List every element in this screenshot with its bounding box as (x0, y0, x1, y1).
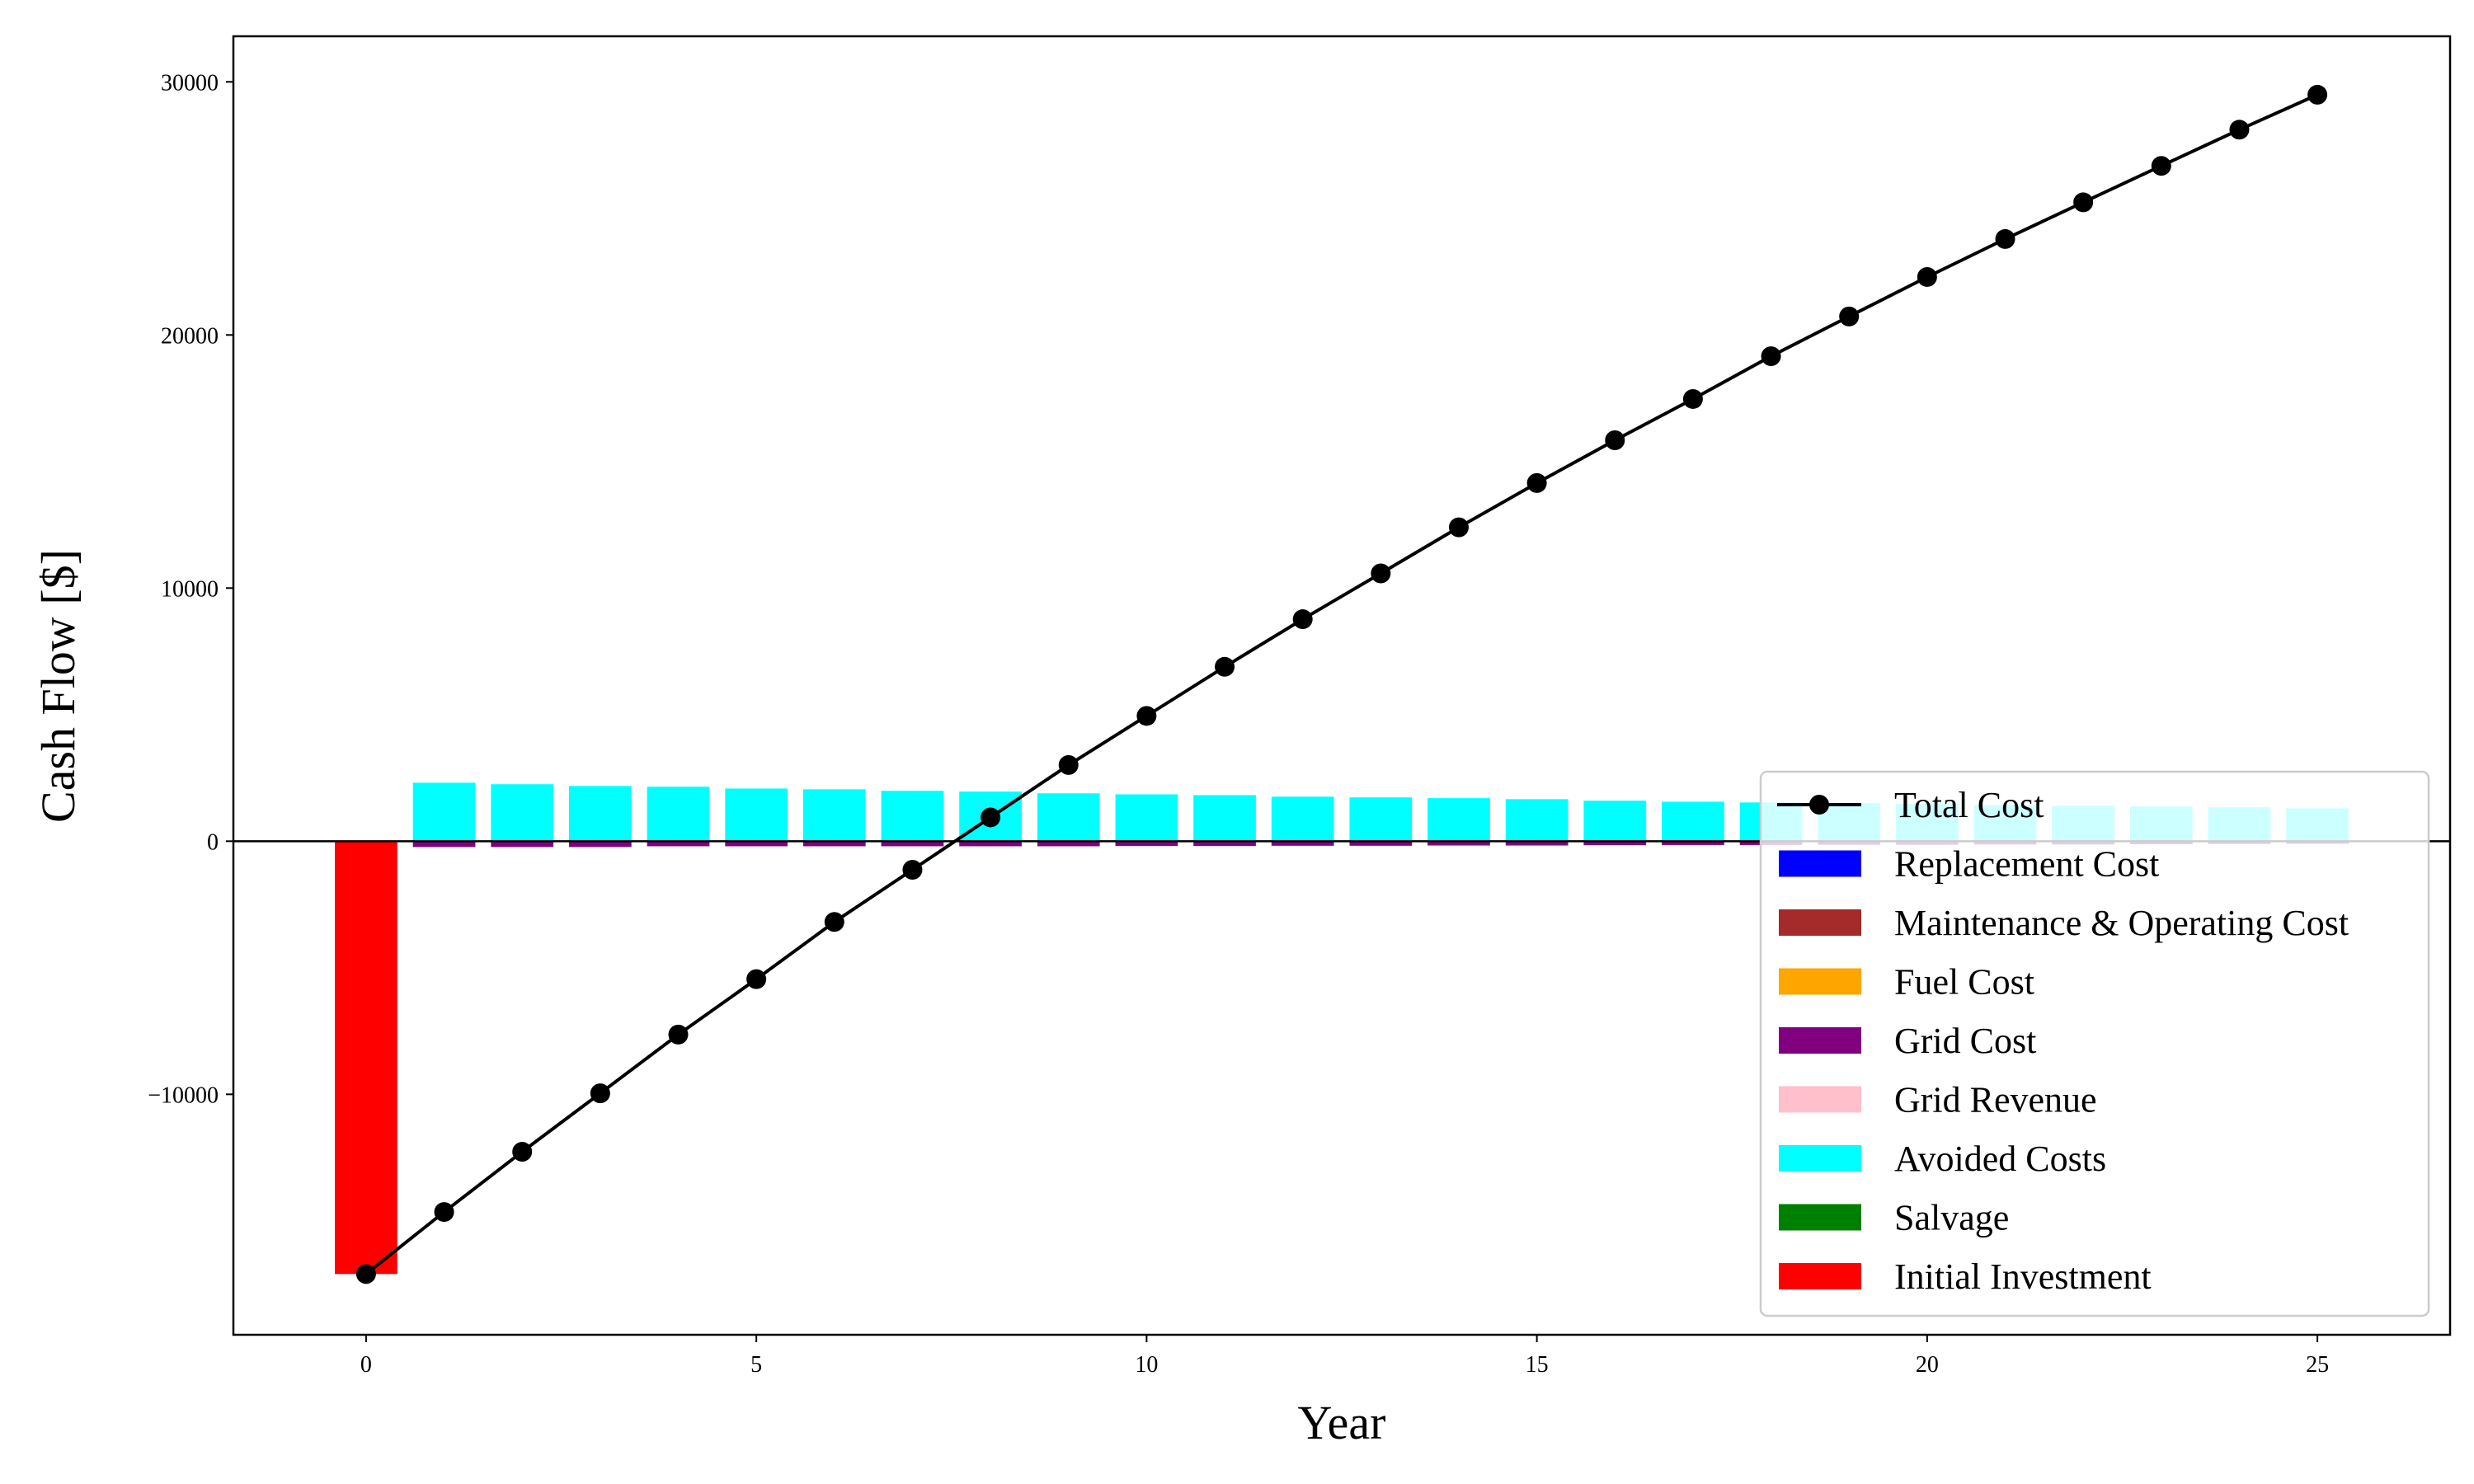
total-cost-point-year-20 (1917, 266, 1937, 287)
x-axis-label: Year (1298, 1396, 1386, 1449)
bar-avoided-costs-year-2 (491, 784, 554, 842)
x-tick-label: 20 (1916, 1352, 1939, 1378)
bar-avoided-costs-year-6 (802, 789, 866, 842)
bar-avoided-costs-year-12 (1271, 796, 1334, 842)
bar-grid-cost-year-9 (1037, 841, 1100, 847)
legend-label: Grid Cost (1894, 1021, 2036, 1061)
legend-swatch (1779, 1263, 1861, 1289)
y-axis-label: Cash Flow [$] (31, 549, 85, 823)
total-cost-point-year-21 (1995, 228, 2015, 249)
bar-avoided-costs-year-3 (568, 786, 632, 842)
total-cost-point-year-23 (2151, 156, 2171, 176)
bar-grid-cost-year-3 (568, 841, 632, 848)
legend: Total Cost Replacement Cost Maintenance & … (1759, 770, 2430, 1317)
legend-swatch (1779, 1204, 1861, 1231)
bar-grid-cost-year-10 (1115, 841, 1178, 847)
bar-avoided-costs-year-4 (647, 787, 710, 842)
bar-grid-cost-year-2 (491, 841, 554, 848)
total-cost-line (365, 93, 2318, 1275)
total-cost-point-year-3 (590, 1083, 610, 1104)
bar-grid-cost-year-16 (1583, 841, 1647, 846)
bar-grid-cost-year-8 (959, 841, 1022, 847)
bar-avoided-costs-year-14 (1427, 798, 1490, 842)
total-cost-line-layer (233, 84, 2450, 1284)
x-tick-label: 5 (750, 1352, 762, 1378)
total-cost-point-year-18 (1761, 346, 1781, 367)
bar-grid-cost-year-1 (412, 841, 476, 848)
total-cost-point-year-14 (1448, 517, 1469, 538)
bar-grid-cost-year-15 (1505, 841, 1569, 846)
bar-avoided-costs-year-13 (1349, 797, 1413, 842)
total-cost-point-year-25 (2307, 84, 2328, 105)
total-cost-point-year-12 (1292, 609, 1313, 630)
legend-swatch (1779, 850, 1861, 877)
bar-grid-cost-year-14 (1427, 841, 1490, 846)
y-tick-label: 10000 (161, 576, 219, 602)
x-tick-label: 10 (1135, 1352, 1158, 1378)
bar-grid-cost-year-6 (802, 841, 866, 847)
total-cost-point-year-2 (512, 1142, 533, 1162)
x-tick-label: 15 (1526, 1352, 1549, 1378)
legend-marker (1809, 795, 1829, 815)
bar-grid-cost-year-12 (1271, 841, 1334, 846)
bar-avoided-costs-year-16 (1583, 801, 1647, 842)
total-cost-point-year-13 (1371, 563, 1391, 584)
legend-swatch (1779, 909, 1861, 936)
total-cost-point-year-10 (1136, 706, 1157, 726)
y-tick-label: 20000 (161, 323, 219, 349)
total-cost-point-year-7 (902, 860, 923, 881)
bar-avoided-costs-year-7 (881, 791, 944, 842)
bar-avoided-costs-year-15 (1505, 799, 1569, 842)
total-cost-point-year-8 (981, 807, 1001, 828)
legend-label: Salvage (1894, 1198, 2009, 1238)
legend-swatch (1779, 1086, 1861, 1113)
total-cost-point-year-6 (824, 912, 844, 932)
legend-swatch (1779, 1145, 1861, 1172)
bar-avoided-costs-year-11 (1193, 795, 1256, 842)
total-cost-point-year-0 (355, 1264, 376, 1284)
x-tick-label: 0 (360, 1352, 372, 1378)
bar-grid-cost-year-5 (725, 841, 788, 847)
y-tick-label: 0 (207, 829, 219, 855)
total-cost-point-year-5 (746, 969, 767, 989)
total-cost-point-year-1 (434, 1202, 454, 1223)
total-cost-point-year-11 (1215, 656, 1235, 677)
bar-initial-investment-year-0 (335, 841, 397, 1275)
bar-grid-cost-year-13 (1349, 841, 1413, 846)
legend-label: Fuel Cost (1894, 962, 2034, 1003)
bar-grid-cost-year-11 (1193, 841, 1256, 847)
total-cost-point-year-22 (2073, 192, 2094, 213)
total-cost-point-year-16 (1605, 430, 1625, 450)
bar-grid-cost-year-7 (881, 841, 944, 847)
total-cost-point-year-4 (668, 1024, 689, 1045)
total-cost-point-year-15 (1526, 472, 1547, 493)
total-cost-point-year-17 (1682, 388, 1703, 409)
legend-label: Initial Investment (1894, 1256, 2152, 1297)
bar-avoided-costs-year-17 (1662, 801, 1724, 842)
legend-swatch (1779, 1027, 1861, 1054)
bar-grid-cost-year-4 (647, 841, 710, 847)
total-cost-point-year-9 (1058, 754, 1079, 775)
axes-layer: 0 5 10 15 20 25 −10000 0 10000 20000 30000 (148, 35, 2452, 1378)
bar-avoided-costs-year-10 (1115, 794, 1178, 842)
legend-swatch (1779, 968, 1861, 995)
legend-box (1759, 770, 2430, 1317)
legend-label: Total Cost (1894, 785, 2044, 825)
bar-avoided-costs-year-1 (412, 782, 476, 842)
bar-grid-cost-year-17 (1662, 841, 1724, 845)
total-cost-point-year-24 (2229, 120, 2250, 140)
total-cost-point-year-19 (1839, 306, 1860, 326)
y-tick-label: −10000 (148, 1082, 219, 1108)
legend-label: Grid Revenue (1894, 1080, 2097, 1120)
plot-frame (232, 35, 2452, 1336)
legend-label: Maintenance & Operating Cost (1894, 903, 2349, 943)
legend-label: Avoided Costs (1894, 1139, 2106, 1179)
bar-avoided-costs-year-5 (725, 788, 788, 842)
x-tick-label: 25 (2306, 1352, 2329, 1378)
bar-avoided-costs-year-9 (1037, 793, 1100, 842)
legend-label: Replacement Cost (1894, 844, 2159, 885)
y-tick-label: 30000 (161, 70, 219, 96)
